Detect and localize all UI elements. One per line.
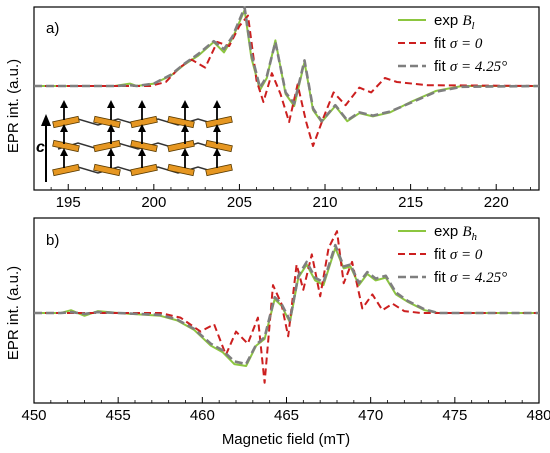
spin-arrow-head bbox=[138, 124, 146, 132]
molecule-bar bbox=[130, 163, 158, 177]
molecule-bar bbox=[205, 163, 233, 177]
legend-entry-fit0: fit σ = 0 bbox=[434, 246, 483, 263]
series-fit0-panel-a bbox=[34, 14, 540, 147]
x-tick-label: 460 bbox=[190, 407, 215, 424]
molecule-bar bbox=[93, 163, 121, 177]
series-fit425-panel-a bbox=[34, 6, 540, 123]
molecule-bar bbox=[52, 139, 80, 153]
panel-a: a) 195 200 205 210 215 220 exp Bl fit σ = 0 fit… bbox=[33, 6, 540, 211]
x-tick-label: 475 bbox=[442, 407, 467, 424]
y-axis-label-panel-b: EPR int. (a.u.) bbox=[5, 266, 22, 360]
x-tick-label: 195 bbox=[56, 194, 81, 211]
spin-arrow-head bbox=[181, 124, 189, 132]
crystal-structure-inset: c bbox=[36, 100, 233, 182]
spin-arrow-head bbox=[138, 148, 146, 156]
c-axis-label: c bbox=[36, 139, 45, 156]
y-axis-label-panel-a: EPR int. (a.u.) bbox=[5, 59, 22, 153]
x-tick-label: 480 bbox=[526, 407, 550, 424]
spin-arrow-head bbox=[138, 100, 146, 108]
x-tick-label: 215 bbox=[398, 194, 423, 211]
panel-b-frame bbox=[33, 217, 540, 404]
x-tick-label: 455 bbox=[106, 407, 131, 424]
molecule-bar bbox=[52, 115, 80, 129]
x-tick-label: 220 bbox=[484, 194, 509, 211]
spin-arrow-head bbox=[60, 124, 68, 132]
molecule-bar bbox=[205, 139, 233, 153]
molecule-bar bbox=[205, 115, 233, 129]
molecule-bar bbox=[130, 139, 158, 153]
x-tick-label: 450 bbox=[21, 407, 46, 424]
legend-entry-exp: exp Bh bbox=[434, 223, 478, 243]
x-tick-label: 210 bbox=[313, 194, 338, 211]
spin-arrow-head bbox=[60, 148, 68, 156]
x-tick-label: 470 bbox=[358, 407, 383, 424]
legend-entry-fit425: fit σ = 4.25° bbox=[434, 58, 507, 75]
molecule-bar bbox=[52, 163, 80, 177]
panel-b: b) 450 455 460 465 470 475 480 exp Bh fit σ = 0… bbox=[21, 217, 550, 424]
spin-arrow-head bbox=[213, 100, 221, 108]
spin-arrow-head bbox=[213, 148, 221, 156]
spin-arrow-head bbox=[60, 100, 68, 108]
spin-arrow-head bbox=[213, 124, 221, 132]
series-exp-panel-b bbox=[34, 246, 539, 367]
molecule-bar bbox=[130, 115, 158, 129]
molecule-bar bbox=[93, 139, 121, 153]
molecule-bar bbox=[167, 139, 195, 153]
x-tick-label: 205 bbox=[227, 194, 252, 211]
c-axis-arrow-head bbox=[41, 114, 51, 126]
spin-arrow-head bbox=[181, 100, 189, 108]
panel-b-label: b) bbox=[46, 232, 59, 249]
series-fit0-panel-b bbox=[34, 230, 539, 384]
x-tick-label: 465 bbox=[274, 407, 299, 424]
panel-a-label: a) bbox=[46, 20, 59, 37]
spin-arrow-head bbox=[107, 124, 115, 132]
x-tick-label: 200 bbox=[141, 194, 166, 211]
molecule-bar bbox=[93, 115, 121, 129]
molecule-bar bbox=[167, 115, 195, 129]
legend-entry-exp: exp Bl bbox=[434, 12, 475, 32]
x-axis-label: Magnetic field (mT) bbox=[222, 431, 350, 448]
spin-arrow-head bbox=[107, 148, 115, 156]
molecule-bar bbox=[167, 163, 195, 177]
spin-arrow-head bbox=[107, 100, 115, 108]
legend-entry-fit425: fit σ = 4.25° bbox=[434, 269, 507, 286]
legend-entry-fit0: fit σ = 0 bbox=[434, 35, 483, 52]
spin-arrow-head bbox=[181, 148, 189, 156]
panel-a-frame bbox=[33, 6, 540, 191]
